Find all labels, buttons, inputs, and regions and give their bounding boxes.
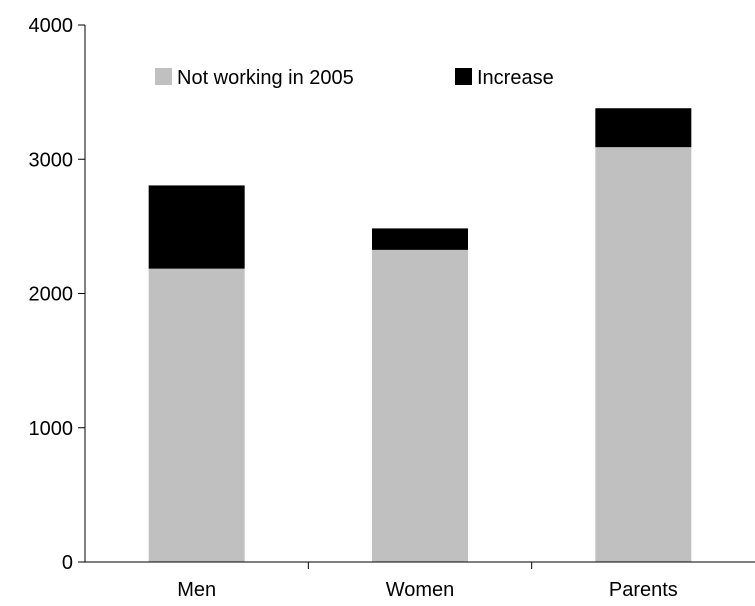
legend-label-increase: Increase (477, 67, 554, 89)
legend-swatch-not-working (155, 68, 172, 85)
x-tick-label-parents: Parents (609, 579, 678, 601)
bar-women-not-working (372, 249, 468, 562)
y-tick-label: 2000 (29, 284, 74, 306)
bar-parents-not-working (595, 147, 692, 563)
bar-women-increase (372, 228, 468, 250)
bar-parents-increase (595, 108, 692, 148)
y-tick-label: 0 (62, 552, 73, 574)
legend-label-not-working: Not working in 2005 (177, 67, 354, 89)
legend-swatch-increase (455, 68, 472, 85)
x-tick-label-women: Women (386, 579, 455, 601)
axes-layer (78, 24, 755, 569)
tick-label-layer: 0 1000 2000 3000 4000 Men Women Parents (29, 15, 678, 601)
bar-men-not-working (148, 268, 245, 562)
legend: Not working in 2005 Increase (155, 67, 554, 89)
x-tick-label-men: Men (177, 579, 216, 601)
y-tick-label: 4000 (29, 15, 74, 37)
bar-men-increase (148, 185, 245, 269)
y-tick-label: 3000 (29, 149, 74, 171)
bar-layer (148, 108, 692, 563)
y-tick-label: 1000 (29, 418, 74, 440)
